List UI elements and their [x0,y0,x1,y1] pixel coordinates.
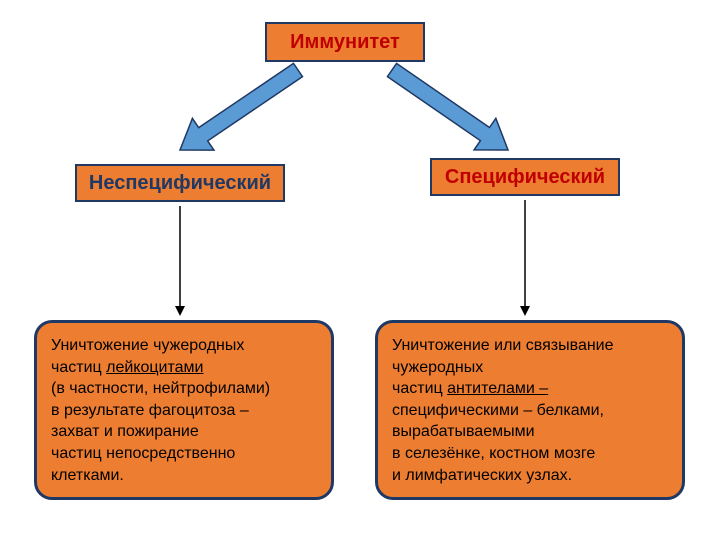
big-arrow [180,63,302,150]
thin-arrow-head [520,306,530,316]
big-arrow [387,63,508,150]
arrows-layer [0,0,720,540]
thin-arrow-head [175,306,185,316]
